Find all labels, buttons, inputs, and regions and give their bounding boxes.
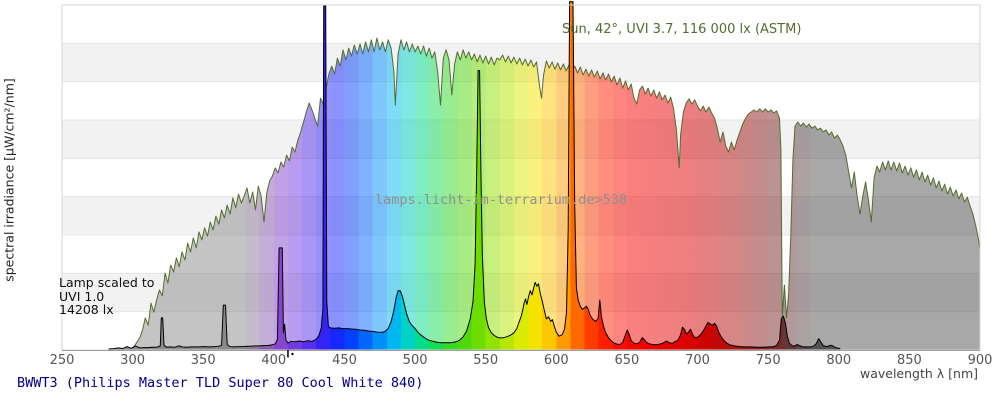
x-tick-label-650: 650 <box>614 353 640 368</box>
x-tick-label-750: 750 <box>755 353 781 368</box>
grid-band <box>62 5 980 44</box>
sun-spectrum-line <box>130 37 981 351</box>
x-tick-label-600: 600 <box>543 353 569 368</box>
x-tick-label-400: 400 <box>261 353 287 368</box>
x-tick-label-450: 450 <box>332 353 357 368</box>
lamp-scale-line-3: 14208 lx <box>59 302 114 317</box>
x-tick-label-850: 850 <box>896 353 922 368</box>
wavelength-marker-dot <box>291 352 294 356</box>
sun-spectrum-fill <box>131 38 980 350</box>
lamp-scale-line-2: UVI 1.0 <box>59 288 105 304</box>
chart-title: BWWT3 (Philips Master TLD Super 80 Cool … <box>17 375 424 391</box>
watermark: lamps.licht-im-terrarium.de>538 <box>375 192 627 208</box>
x-tick-label-500: 500 <box>402 353 428 368</box>
lamp-spectrum-line <box>108 1 841 350</box>
x-tick-label-700: 700 <box>685 353 710 368</box>
wavelength-marker-410nm <box>287 350 289 358</box>
x-tick-label-800: 800 <box>826 353 852 368</box>
x-tick-label-900: 900 <box>967 353 993 368</box>
x-axis-label: wavelength λ [nm] <box>859 366 978 381</box>
sun-annotation: Sun, 42°, UVI 3.7, 116 000 lx (ASTM) <box>562 22 802 37</box>
lamp-scale-line-1: Lamp scaled to <box>59 275 155 290</box>
x-tick-label-300: 300 <box>120 353 146 368</box>
lamp-scale-annotation: Lamp scaled to UVI 1.0 14208 lx <box>59 276 154 317</box>
x-tick-label-250: 250 <box>49 353 75 368</box>
x-tick-label-350: 350 <box>190 353 216 368</box>
x-tick-label-550: 550 <box>473 353 499 368</box>
y-axis-label: spectral irradiance [µW/cm²/nm] <box>1 78 17 282</box>
